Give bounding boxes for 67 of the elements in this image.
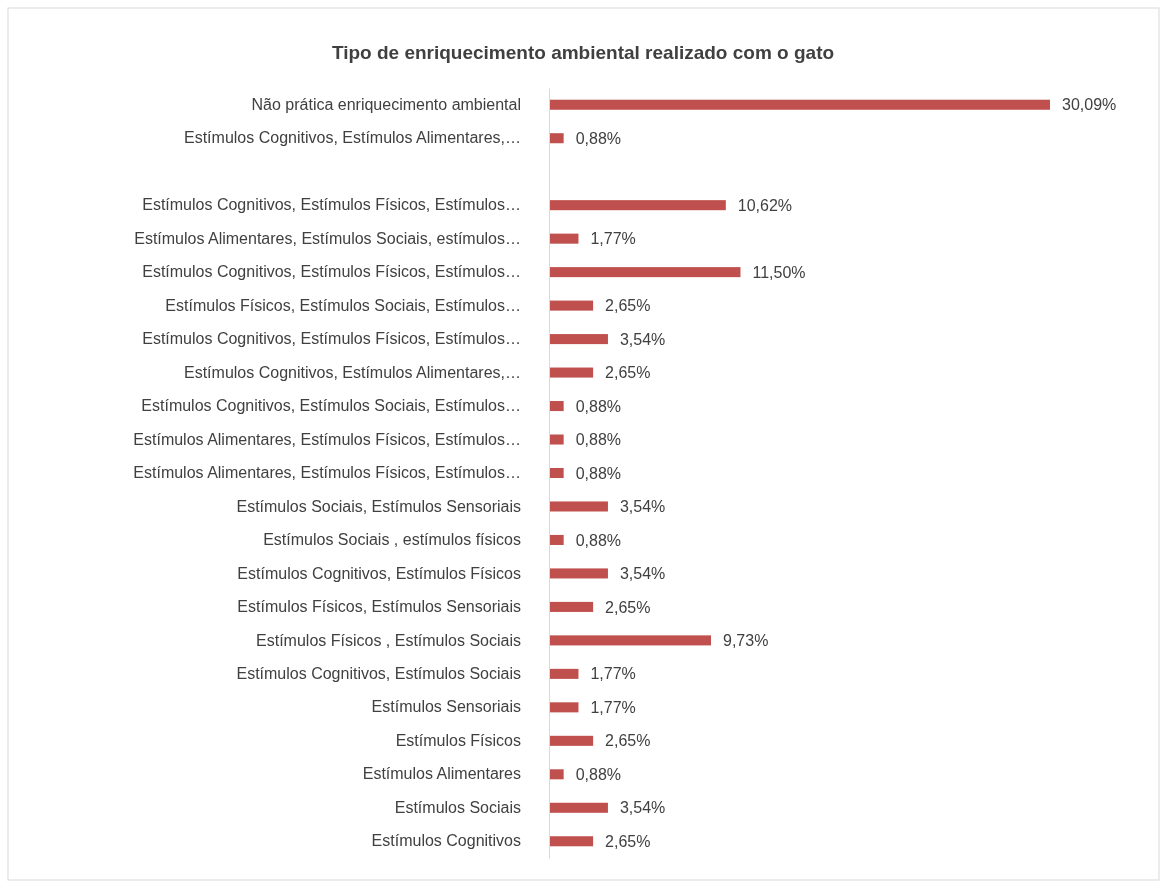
y-tick-label: Estímulos Físicos	[395, 731, 521, 749]
y-tick-label: Estímulos Cognitivos, Estímulos Físicos, Estímulos…	[142, 330, 521, 348]
y-tick-label: Estímulos Cognitivos, Estímulos Físicos	[237, 564, 521, 582]
data-label: 0,88%	[575, 464, 622, 482]
chart-title: Tipo de enriquecimento ambiental realizado com o gato	[331, 42, 835, 63]
y-tick-label: Estímulos Cognitivos, Estímulos Sociais, Estímulos…	[141, 397, 521, 415]
bar	[549, 702, 579, 713]
data-label: 2,65%	[605, 832, 651, 850]
y-tick-label: Estímulos Sociais, Estímulos Sensoriais	[236, 497, 521, 515]
bar	[549, 501, 608, 512]
y-tick-label: Estímulos Cognitivos	[371, 832, 521, 850]
data-label: 1,77%	[590, 665, 636, 683]
y-tick-label: Estímulos Cognitivos, Estímulos Alimentares,…	[183, 363, 521, 381]
bar	[549, 668, 579, 679]
data-label: 2,65%	[605, 732, 651, 750]
data-label: 0,88%	[575, 397, 622, 415]
bar	[549, 735, 594, 746]
bar	[549, 99, 1050, 110]
y-tick-label: Estímulos Cognitivos, Estímulos Sociais	[236, 664, 521, 682]
data-label: 10,62%	[737, 196, 793, 214]
data-label: 2,65%	[605, 297, 651, 315]
bar	[549, 802, 608, 813]
bar	[549, 534, 564, 545]
y-tick-label: Estímulos Cognitivos, Estímulos Físicos, Estímulos…	[142, 196, 521, 214]
bar	[549, 635, 712, 646]
bar	[549, 233, 579, 244]
y-tick-label: Estímulos Sensoriais	[371, 698, 521, 716]
y-tick-label: Estímulos Alimentares, Estímulos Sociais, estímulos…	[134, 229, 521, 247]
y-tick-label: Estímulos Físicos, Estímulos Sociais, Estímulos…	[165, 296, 521, 314]
y-tick-label: Estímulos Alimentares, Estímulos Físicos, Estímulos…	[133, 430, 521, 448]
bar	[549, 568, 608, 579]
bar	[549, 601, 594, 612]
y-tick-label: Não prática enriquecimento ambiental	[251, 95, 521, 113]
data-label: 3,54%	[619, 565, 666, 583]
bar	[549, 367, 594, 378]
data-label: 2,65%	[605, 598, 651, 616]
data-label: 30,09%	[1062, 96, 1117, 114]
y-tick-label: Estímulos Alimentares, Estímulos Físicos, Estímulos…	[133, 464, 521, 482]
bar	[549, 401, 564, 412]
data-label: 11,50%	[752, 263, 806, 281]
bar	[549, 200, 726, 211]
bar	[549, 467, 564, 479]
bar	[549, 769, 564, 780]
y-tick-label: Estímulos Alimentares	[362, 765, 521, 783]
y-tick-label: Estímulos Cognitivos, Estímulos Físicos, Estímulos…	[142, 263, 521, 281]
bar	[549, 300, 594, 311]
y-tick-label: Estímulos Sociais	[394, 798, 521, 816]
data-label: 0,88%	[575, 765, 622, 783]
y-tick-label: Estímulos Sociais , estímulos físicos	[263, 531, 521, 549]
bar	[549, 133, 564, 144]
data-label: 9,73%	[723, 631, 769, 649]
data-label: 1,77%	[590, 230, 636, 248]
y-tick-label: Estímulos Cognitivos, Estímulos Alimentares,…	[183, 129, 521, 147]
data-label: 3,54%	[619, 799, 666, 817]
data-label: 0,88%	[575, 431, 622, 449]
y-tick-label: Estímulos Físicos , Estímulos Sociais	[256, 631, 521, 649]
data-label: 1,77%	[590, 698, 636, 716]
data-label: 0,88%	[575, 129, 622, 147]
data-label: 0,88%	[575, 531, 622, 549]
data-label: 2,65%	[605, 364, 651, 382]
data-label: 3,54%	[619, 498, 666, 516]
data-label: 3,54%	[619, 330, 666, 348]
bar	[549, 267, 741, 278]
bar	[549, 836, 594, 847]
y-tick-label: Estímulos Físicos, Estímulos Sensoriais	[237, 598, 521, 616]
bar	[549, 334, 608, 345]
bar	[549, 434, 564, 445]
